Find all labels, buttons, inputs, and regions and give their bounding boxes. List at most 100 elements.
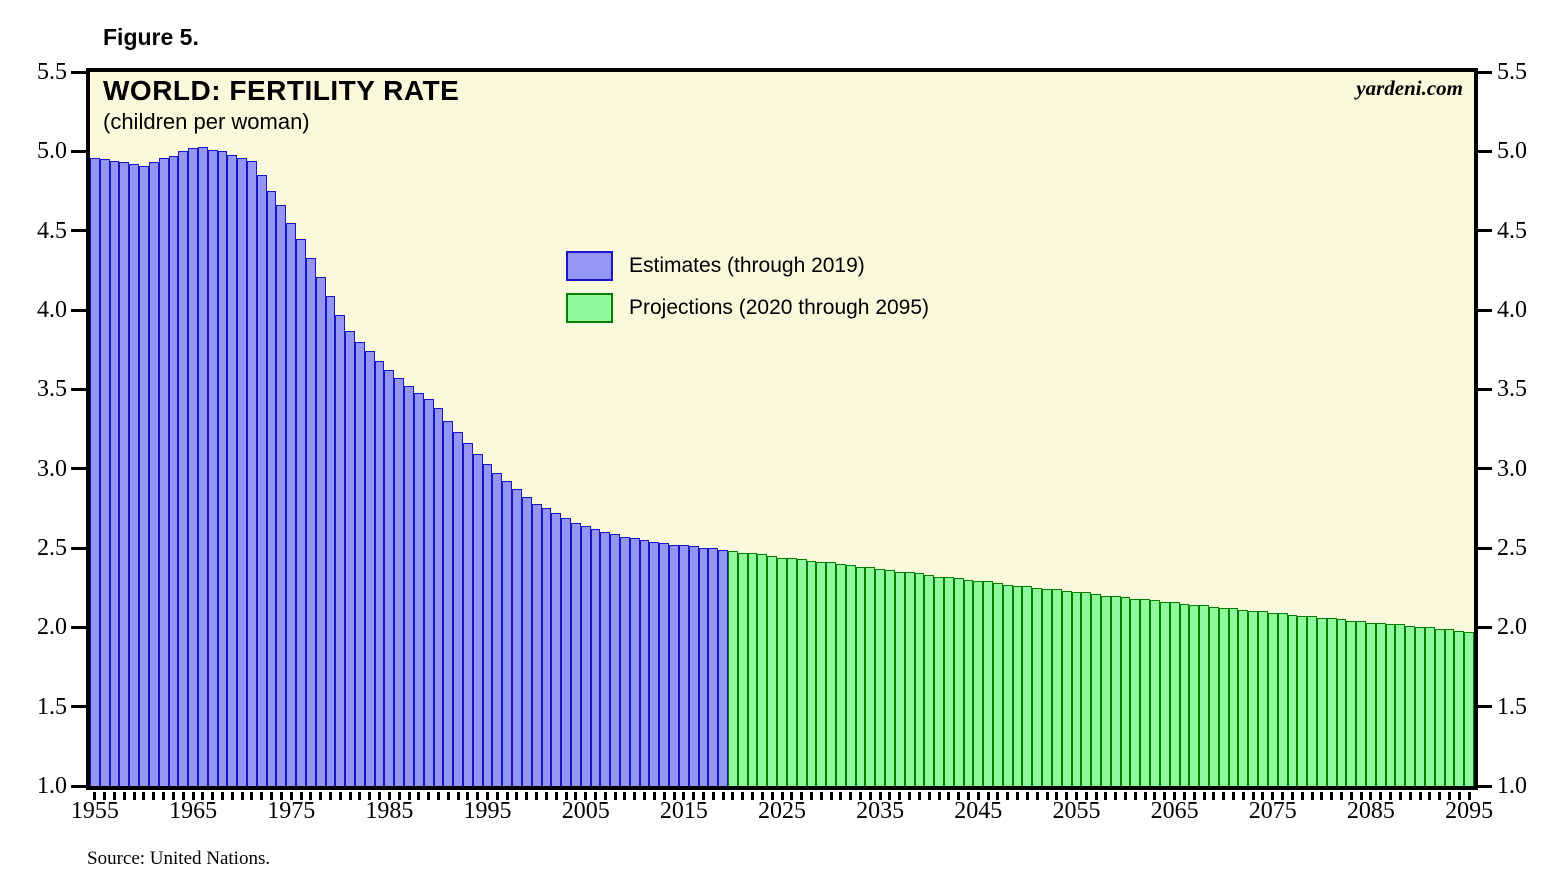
x-tick	[741, 792, 745, 800]
y-tick-right	[1476, 229, 1492, 233]
x-tick	[162, 792, 166, 800]
bar-2012	[649, 541, 660, 786]
bar-2071	[1228, 608, 1239, 786]
y-axis-label-left: 4.5	[37, 217, 67, 244]
x-tick	[1124, 792, 1128, 800]
y-tick-left	[71, 387, 86, 391]
x-tick	[996, 792, 1000, 800]
bar-2089	[1405, 625, 1416, 786]
x-tick	[937, 792, 941, 800]
x-tick	[1133, 792, 1137, 800]
bar-2034	[865, 567, 876, 786]
x-tick	[1310, 792, 1314, 800]
bar-2040	[924, 574, 935, 786]
bar-2008	[610, 533, 621, 786]
bar-2044	[963, 579, 974, 786]
y-axis-label-left: 5.5	[37, 59, 67, 85]
bar-1980	[335, 314, 346, 786]
bar-1955	[90, 157, 100, 786]
x-tick	[319, 792, 323, 800]
x-tick	[760, 792, 764, 800]
bar-2048	[1002, 584, 1013, 786]
x-tick	[770, 792, 774, 800]
y-axis-label-left: 3.0	[37, 455, 67, 482]
x-tick	[1094, 792, 1098, 800]
bar-1991	[443, 421, 454, 786]
y-axis-label-left: 4.0	[37, 297, 67, 323]
x-tick	[633, 792, 637, 800]
x-tick	[1359, 792, 1363, 800]
bar-1985	[384, 370, 395, 786]
x-tick	[1271, 792, 1275, 800]
x-tick	[348, 792, 352, 800]
x-tick	[908, 792, 912, 800]
x-tick	[525, 792, 529, 800]
x-tick	[682, 792, 686, 800]
y-tick-left	[71, 705, 86, 709]
bar-2066	[1179, 603, 1190, 786]
bar-1999	[521, 497, 532, 786]
bar-1956	[99, 159, 110, 786]
x-tick	[191, 792, 195, 800]
legend-item-projections: Projections (2020 through 2095)	[566, 293, 929, 323]
x-tick	[1016, 792, 1020, 800]
x-tick	[1192, 792, 1196, 800]
x-tick	[171, 792, 175, 800]
x-tick	[917, 792, 921, 800]
x-tick	[535, 792, 539, 800]
bar-1971	[247, 160, 257, 786]
bar-1958	[119, 162, 130, 786]
y-tick-right	[1476, 784, 1492, 788]
x-tick	[152, 792, 156, 800]
bar-2091	[1424, 627, 1435, 786]
bar-2059	[1110, 595, 1121, 786]
bar-2056	[1081, 592, 1092, 786]
x-tick	[289, 792, 293, 800]
bar-1965	[188, 148, 198, 786]
bar-2045	[973, 581, 984, 786]
bar-2006	[590, 528, 601, 786]
bar-2010	[629, 538, 640, 786]
bar-2065	[1169, 601, 1180, 786]
x-tick	[309, 792, 313, 800]
x-tick	[839, 792, 843, 800]
x-tick	[652, 792, 656, 800]
x-axis-label: 2005	[561, 798, 610, 824]
y-tick-right	[1476, 70, 1492, 74]
y-axis-label-right: 3.0	[1497, 455, 1527, 482]
x-axis-label: 2045	[954, 798, 1003, 824]
x-tick	[201, 792, 205, 800]
x-axis-label: 1995	[463, 798, 512, 824]
y-axis-label-left: 3.5	[37, 376, 67, 403]
y-axis-label-right: 1.5	[1497, 693, 1527, 720]
x-tick	[1251, 792, 1255, 800]
bar-2084	[1356, 621, 1367, 786]
x-tick	[1045, 792, 1049, 800]
y-axis-label-right: 4.0	[1497, 297, 1527, 323]
y-tick-right	[1476, 387, 1492, 391]
x-tick	[505, 792, 509, 800]
bar-2003	[561, 517, 571, 786]
bar-2037	[894, 571, 905, 786]
bar-1996	[492, 473, 503, 786]
bar-1992	[453, 432, 463, 786]
x-tick	[436, 792, 440, 800]
y-tick-right	[1476, 308, 1492, 312]
y-tick-left	[71, 467, 86, 471]
x-tick	[976, 792, 980, 800]
x-tick	[1339, 792, 1343, 800]
x-tick	[1114, 792, 1118, 800]
bar-2062	[1140, 598, 1151, 786]
bar-2031	[835, 563, 846, 786]
y-tick-left	[71, 546, 86, 550]
y-tick-left	[71, 308, 86, 312]
x-axis-label: 1975	[267, 798, 316, 824]
x-tick	[1281, 792, 1285, 800]
x-tick	[476, 792, 480, 800]
x-tick	[751, 792, 755, 800]
x-tick	[211, 792, 215, 800]
x-tick	[1398, 792, 1402, 800]
x-tick	[594, 792, 597, 800]
bar-1968	[217, 151, 228, 786]
x-tick	[358, 792, 362, 800]
